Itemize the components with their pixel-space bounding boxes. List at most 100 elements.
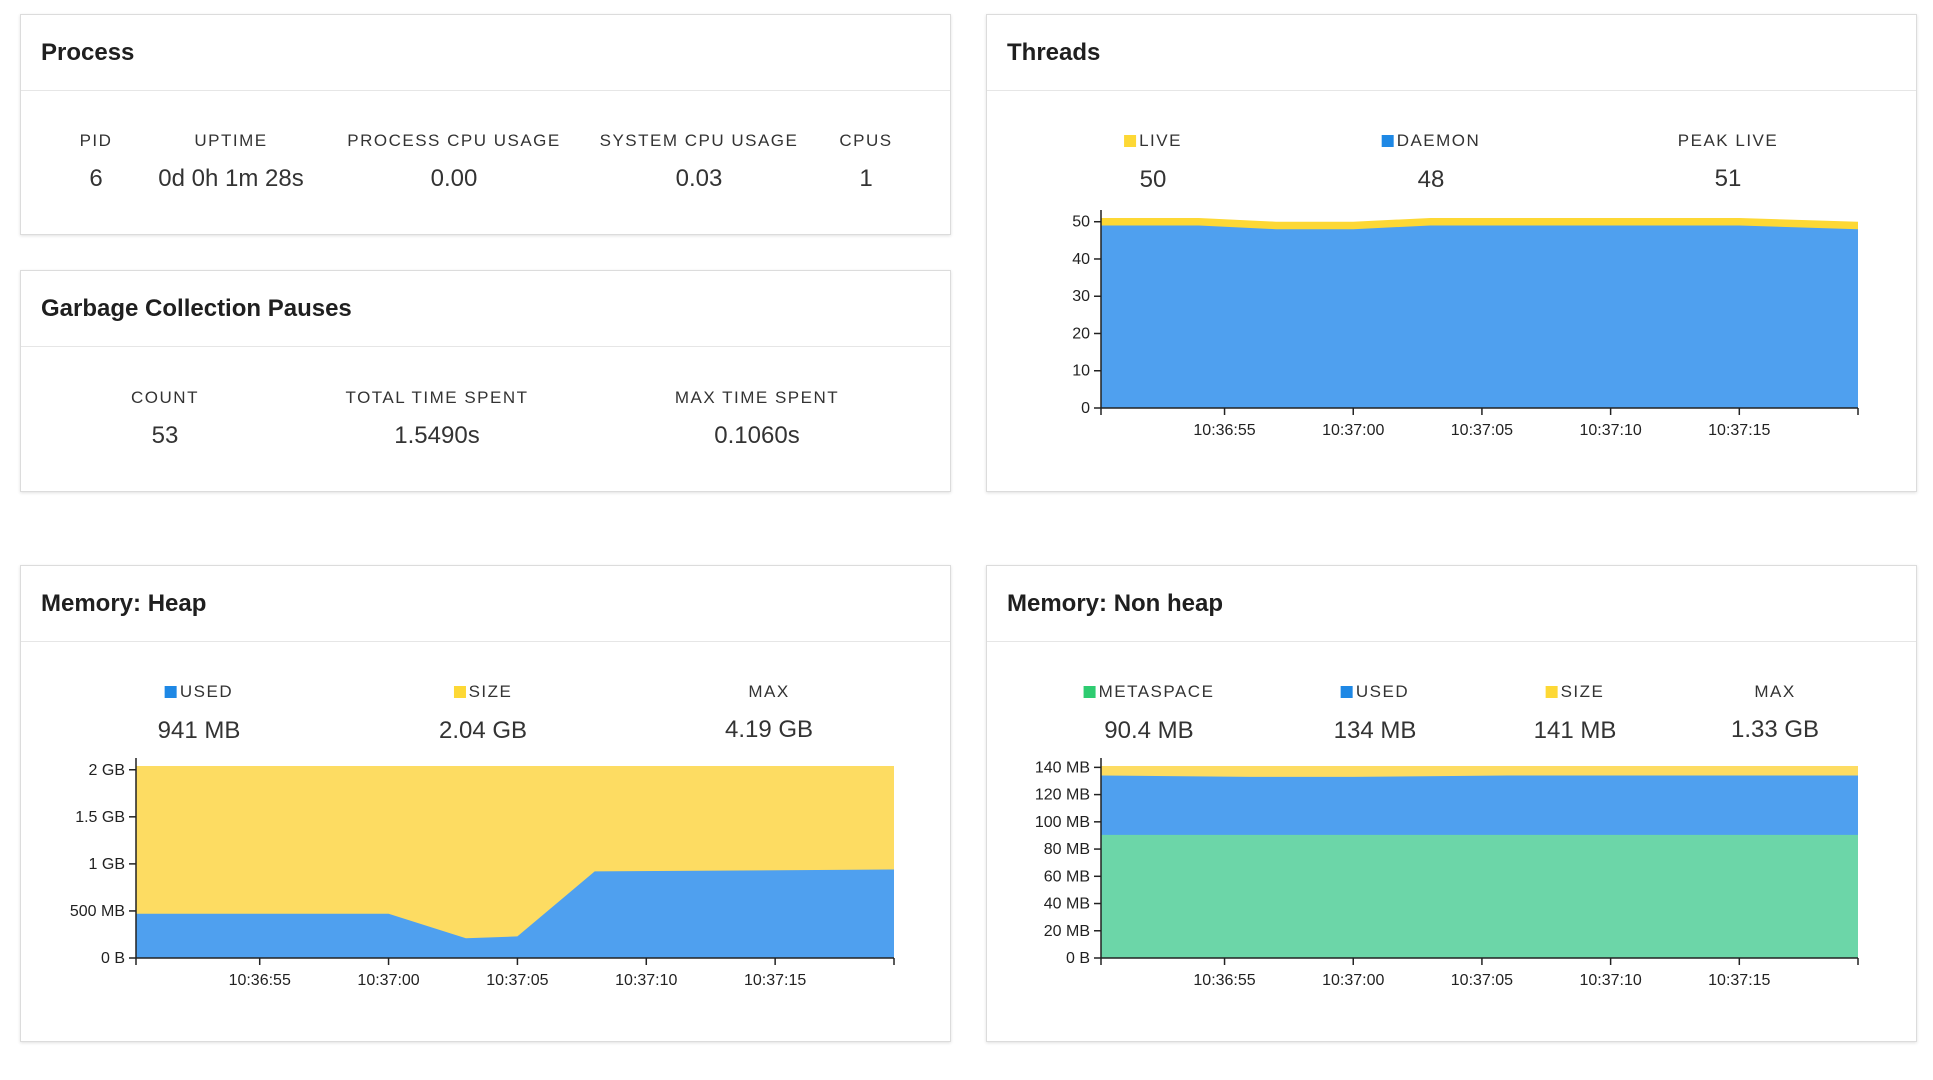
card-header: Garbage Collection Pauses	[21, 271, 950, 347]
x-tick-label: 10:37:10	[615, 972, 677, 989]
stat-value: 134 MB	[1333, 717, 1417, 744]
y-tick-label: 60 MB	[1044, 868, 1090, 885]
y-tick-label: 30	[1072, 288, 1090, 305]
stat-label: MAX	[748, 682, 790, 701]
card-title: Memory: Heap	[41, 589, 207, 617]
area-used	[136, 869, 894, 958]
nonheap-area-chart: 0 B 20 MB 40 MB 60 MB 80 MB 100 MB 120 MB 140 M…	[1035, 758, 1859, 989]
stat-label: PROCESS CPU USAGE	[347, 131, 561, 150]
x-tick-label: 10:37:00	[1322, 972, 1384, 989]
y-tick-label: 40 MB	[1044, 896, 1090, 913]
stat-value: 941 MB	[157, 717, 241, 744]
legend-swatch	[1124, 135, 1137, 147]
y-tick-label: 20	[1072, 325, 1090, 342]
y-tick-label: 50	[1072, 214, 1090, 231]
stat-value: 0d 0h 1m 28s	[158, 165, 304, 192]
threads-area-chart: 0 10 20 30 40 50 10:36:55 10:37:00 10:37:05 10:37…	[1072, 210, 1859, 439]
stat-nonheap-size: SIZE 141 MB	[1534, 682, 1617, 745]
stat-label: UPTIME	[194, 131, 268, 150]
x-tick-label: 10:37:05	[486, 972, 548, 989]
legend-swatch	[1340, 686, 1353, 698]
card-header: Threads	[987, 15, 1916, 91]
stat-value: 0.1060s	[714, 422, 800, 449]
stat-label: LIVE	[1124, 131, 1182, 151]
stat-value: 4.19 GB	[724, 716, 814, 743]
stat-value: 1.5490s	[394, 422, 480, 449]
stat-heap-max: MAX 4.19 GB	[725, 682, 813, 744]
stat-nonheap-max: MAX 1.33 GB	[1731, 682, 1819, 744]
stat-value: 1.33 GB	[1730, 716, 1820, 743]
legend-swatch	[1381, 135, 1394, 147]
y-tick-label: 0	[1081, 400, 1090, 417]
y-tick-label: 120 MB	[1035, 787, 1090, 804]
stat-value: 141 MB	[1533, 717, 1617, 744]
x-tick-label: 10:36:55	[1193, 422, 1255, 439]
stat-cpus: CPUS 1	[839, 131, 892, 193]
stat-label: DAEMON	[1381, 131, 1481, 151]
stat-value: 2.04 GB	[438, 717, 528, 744]
stat-gc-count: COUNT 53	[131, 388, 199, 450]
stat-value: 6	[89, 165, 103, 192]
stat-label: MAX	[1754, 682, 1796, 701]
stat-value: 53	[151, 422, 179, 449]
stat-pid: PID 6	[80, 131, 113, 193]
y-tick-label: 140 MB	[1035, 759, 1090, 776]
legend-label: LIVE	[1139, 131, 1182, 150]
legend-swatch	[1545, 686, 1558, 698]
card-title: Memory: Non heap	[1007, 589, 1224, 617]
y-tick-label: 40	[1072, 251, 1090, 268]
card-title: Process	[41, 38, 135, 66]
card-title: Garbage Collection Pauses	[41, 294, 352, 322]
stat-value: 0.00	[430, 165, 478, 192]
x-tick-label: 10:37:05	[1451, 422, 1513, 439]
legend-label: METASPACE	[1098, 682, 1215, 701]
x-tick-label: 10:37:15	[744, 972, 806, 989]
y-tick-label: 2 GB	[89, 762, 125, 779]
stat-label: SIZE	[1545, 682, 1605, 702]
x-tick-label: 10:37:00	[1322, 422, 1384, 439]
stat-threads-peak: PEAK LIVE 51	[1678, 131, 1778, 193]
x-tick-label: 10:37:00	[357, 972, 419, 989]
stat-nonheap-metaspace: METASPACE 90.4 MB	[1083, 682, 1215, 745]
area-daemon	[1101, 225, 1858, 408]
stat-label: TOTAL TIME SPENT	[345, 388, 529, 407]
stat-value: 51	[1714, 165, 1742, 192]
stat-label: PID	[79, 131, 113, 150]
stat-system-cpu: SYSTEM CPU USAGE 0.03	[600, 131, 799, 193]
x-tick-label: 10:37:10	[1579, 972, 1641, 989]
x-tick-label: 10:36:55	[1193, 972, 1255, 989]
stat-label: USED	[1340, 682, 1410, 702]
legend-swatch	[164, 686, 177, 698]
card-header: Process	[21, 15, 950, 91]
stat-label: SIZE	[453, 682, 513, 702]
gc-card: Garbage Collection Pauses COUNT 53 TOTAL…	[20, 270, 951, 492]
legend-label: USED	[1355, 682, 1410, 701]
stat-label: PEAK LIVE	[1677, 131, 1779, 150]
x-tick-label: 10:37:10	[1579, 422, 1641, 439]
y-tick-label: 0 B	[1066, 950, 1090, 967]
y-tick-label: 1 GB	[89, 856, 125, 873]
legend-label: SIZE	[1560, 682, 1605, 701]
x-tick-label: 10:36:55	[229, 972, 291, 989]
stat-uptime: UPTIME 0d 0h 1m 28s	[158, 131, 303, 193]
legend-swatch	[453, 686, 466, 698]
stat-label: METASPACE	[1083, 682, 1215, 702]
x-tick-label: 10:37:15	[1708, 972, 1770, 989]
stat-value: 0.03	[675, 165, 723, 192]
stat-heap-used: USED 941 MB	[158, 682, 241, 745]
stat-label: SYSTEM CPU USAGE	[599, 131, 799, 150]
stat-value: 50	[1139, 166, 1167, 193]
stat-value: 48	[1417, 166, 1445, 193]
card-title: Threads	[1007, 38, 1101, 66]
stat-label: USED	[164, 682, 233, 702]
stat-process-cpu: PROCESS CPU USAGE 0.00	[347, 131, 561, 193]
stat-value: 1	[859, 165, 873, 192]
stat-threads-live: LIVE 50	[1124, 131, 1182, 194]
y-tick-label: 20 MB	[1044, 923, 1090, 940]
y-tick-label: 0 B	[101, 950, 125, 967]
stat-label: CPUS	[839, 131, 893, 150]
legend-swatch	[1083, 686, 1096, 698]
area-metaspace	[1101, 834, 1858, 958]
stat-gc-max: MAX TIME SPENT 0.1060s	[675, 388, 839, 450]
